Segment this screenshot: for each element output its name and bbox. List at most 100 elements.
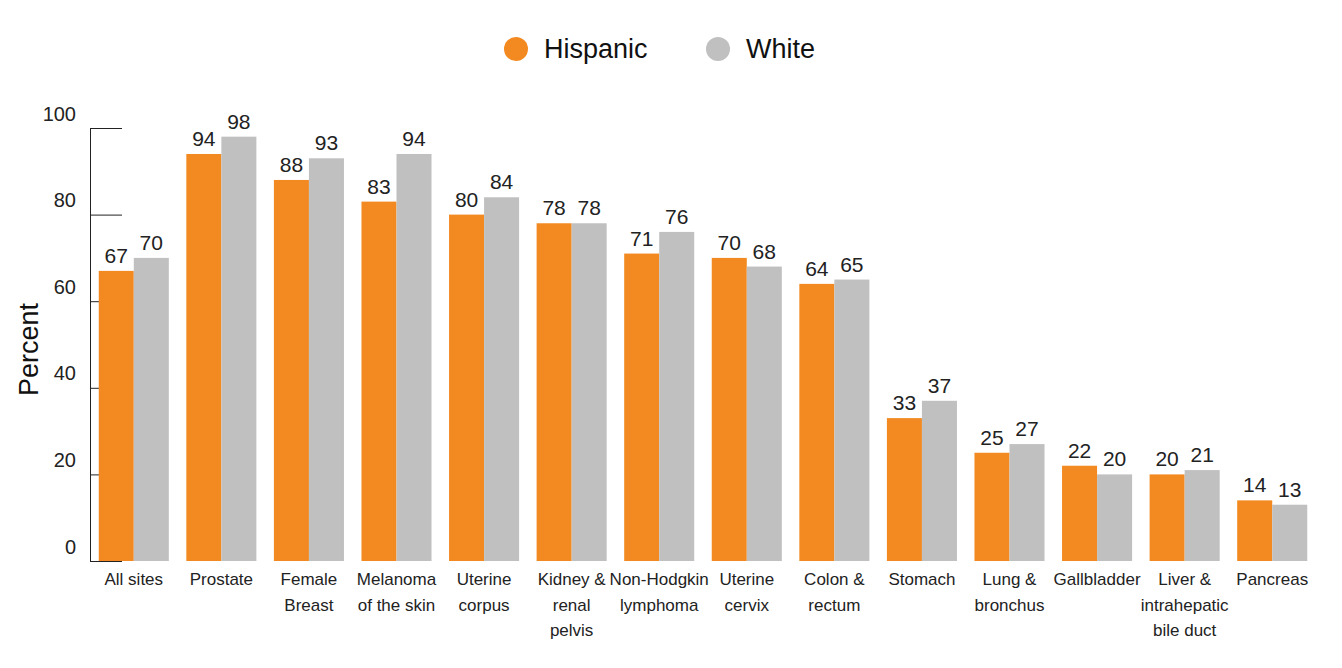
x-tick-label-line: rectum: [808, 596, 860, 615]
x-tick-label-line: Melanoma: [357, 570, 437, 589]
x-tick-label: Lung & bronchus: [975, 570, 1045, 615]
data-label: 33: [893, 391, 916, 414]
bar: [309, 158, 344, 561]
y-tick-mark: [90, 215, 122, 216]
bar: [186, 154, 221, 561]
bars: [99, 137, 1307, 561]
bar: [1010, 444, 1045, 561]
bar: [537, 223, 572, 561]
data-label: 14: [1243, 473, 1267, 496]
x-tick-label-line: Lung &: [983, 570, 1038, 589]
data-label: 27: [1015, 417, 1038, 440]
legend-label: White: [746, 34, 815, 64]
data-label: 70: [140, 231, 163, 254]
x-tick-label-line: Breast: [284, 596, 333, 615]
x-tick-label-line: Liver &: [1158, 570, 1212, 589]
bar: [747, 267, 782, 561]
x-tick-label-line: of the skin: [358, 596, 436, 615]
data-label: 67: [105, 244, 128, 267]
legend-swatch: [504, 37, 528, 61]
x-tick-label: Uterinecorpus: [457, 570, 512, 615]
x-tick-label-line: Female: [281, 570, 338, 589]
x-tick-label: Colon & rectum: [804, 570, 865, 615]
x-tick-label-line: Prostate: [190, 570, 253, 589]
legend-item: White: [706, 34, 815, 64]
x-tick-label-line: Colon &: [804, 570, 865, 589]
bar: [361, 202, 396, 561]
x-tick-label-line: All sites: [104, 570, 163, 589]
legend-item: Hispanic: [504, 34, 648, 64]
y-axis-line: [90, 129, 91, 562]
x-tick-label: Gallbladder: [1054, 570, 1141, 589]
data-label: 84: [490, 170, 514, 193]
x-tick-label-line: bronchus: [975, 596, 1045, 615]
data-label: 80: [455, 188, 478, 211]
legend: Hispanic White: [504, 34, 815, 64]
y-tick-label: 40: [54, 362, 76, 384]
bar: [799, 284, 834, 561]
y-tick-label: 100: [43, 103, 76, 125]
legend-label: Hispanic: [544, 34, 648, 64]
x-tick-label: Non-Hodgkin lymphoma: [610, 570, 709, 615]
data-label: 13: [1278, 478, 1301, 501]
data-label: 20: [1103, 447, 1126, 470]
x-tick: Gallbladder: [1054, 570, 1141, 589]
y-tick-label: 20: [54, 449, 76, 471]
x-tick: Prostate: [190, 570, 253, 589]
x-tick-label: Stomach: [888, 570, 955, 589]
bar: [99, 271, 134, 561]
bar: [922, 401, 957, 561]
chart: 020406080100PercentAll sitesProstateFema…: [0, 0, 1342, 668]
x-tick: Melanoma of the skin: [357, 570, 437, 615]
x-tick: Liver & intrahepatic bile duct: [1141, 570, 1229, 640]
data-label: 93: [315, 131, 338, 154]
bar: [221, 137, 256, 561]
bar: [1062, 466, 1097, 561]
y-tick-label: 60: [54, 276, 76, 298]
bar: [712, 258, 747, 561]
y-tick: 100: [43, 103, 122, 129]
data-label: 94: [402, 127, 426, 150]
bar: [974, 453, 1009, 561]
x-tick-label-line: pelvis: [550, 621, 593, 640]
y-tick: 80: [54, 189, 122, 215]
data-label: 70: [718, 231, 741, 254]
bar: [484, 197, 519, 561]
x-tick: Kidney &renalpelvis: [538, 570, 607, 640]
x-tick: Lung & bronchus: [975, 570, 1045, 615]
bar: [1097, 474, 1132, 561]
bar: [274, 180, 309, 561]
x-tick-label-line: intrahepatic: [1141, 596, 1229, 615]
data-label: 65: [840, 253, 863, 276]
x-tick: Uterinecervix: [719, 570, 774, 615]
data-label: 25: [980, 426, 1003, 449]
x-tick-label: Liver & intrahepatic bile duct: [1141, 570, 1229, 640]
data-label: 37: [928, 374, 951, 397]
y-tick-label: 80: [54, 189, 76, 211]
x-tick-label-line: corpus: [459, 596, 510, 615]
data-label: 83: [367, 175, 390, 198]
bar: [1272, 505, 1307, 561]
bar: [1237, 500, 1272, 561]
data-label: 68: [753, 240, 776, 263]
x-tick-label-line: Uterine: [719, 570, 774, 589]
x-tick-label-line: renal: [553, 596, 591, 615]
bar: [1185, 470, 1220, 561]
bar: [887, 418, 922, 561]
x-tick-label-line: bile duct: [1153, 621, 1217, 640]
bar: [449, 215, 484, 561]
x-tick-label-line: Gallbladder: [1054, 570, 1141, 589]
data-label: 98: [227, 110, 250, 133]
x-tick-label-line: Non-Hodgkin: [610, 570, 709, 589]
data-label: 71: [630, 227, 653, 250]
data-label: 78: [542, 196, 565, 219]
x-tick-label: Kidney &renalpelvis: [538, 570, 607, 640]
x-tick-label: Melanoma of the skin: [357, 570, 437, 615]
y-axis-title: Percent: [14, 302, 44, 396]
x-axis: All sites Prostate Female Breast Melanoma of …: [104, 570, 1308, 640]
x-tick-label-line: lymphoma: [620, 596, 699, 615]
y-tick-mark: [90, 128, 122, 129]
x-tick: Non-Hodgkin lymphoma: [610, 570, 709, 615]
x-tick-label: Uterinecervix: [719, 570, 774, 615]
bar: [134, 258, 169, 561]
